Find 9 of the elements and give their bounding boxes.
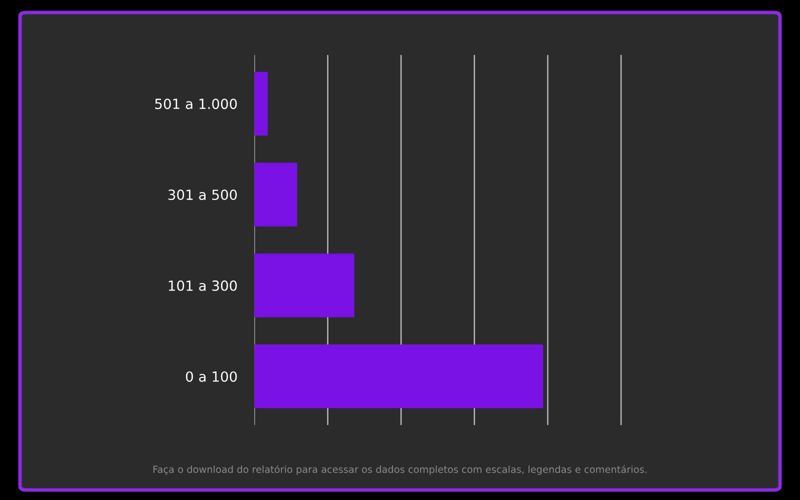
y-tick-label: 501 a 1.000: [155, 98, 237, 110]
y-tick-label: 301 a 500: [168, 190, 237, 200]
y-tick-label: 0 a 100: [186, 371, 237, 382]
bar: [254, 72, 268, 136]
y-tick-label: 101 a 300: [168, 280, 237, 291]
bar: [254, 254, 354, 318]
bar: [254, 162, 298, 226]
text: Faça o download do relatório para acessar os dados completos com escalas, legendas e comentários.: [153, 465, 646, 475]
bar: [254, 344, 544, 408]
